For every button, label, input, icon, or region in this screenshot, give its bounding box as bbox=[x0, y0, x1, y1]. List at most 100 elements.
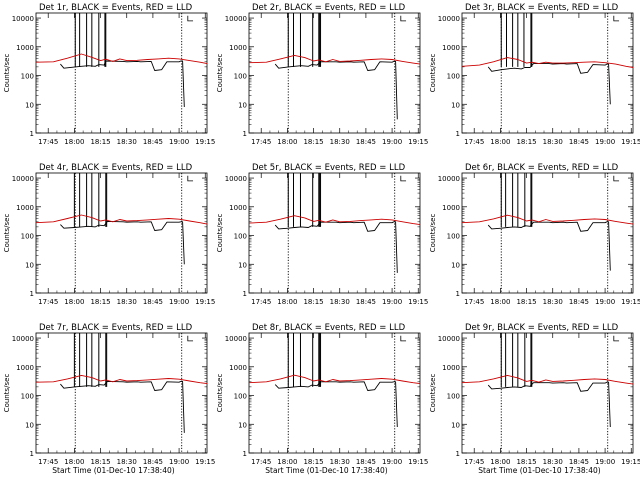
y-tick-label: 1000 bbox=[442, 44, 460, 52]
y-tick-label: 100 bbox=[234, 233, 247, 241]
events-series-line bbox=[487, 381, 611, 428]
x-tick-label: 19:15 bbox=[408, 298, 428, 306]
y-tick-label: 10000 bbox=[12, 335, 34, 343]
y-tick-label: 100 bbox=[447, 233, 460, 241]
y-tick-label: 1 bbox=[30, 130, 34, 138]
y-tick-label: 10000 bbox=[12, 175, 34, 183]
x-axis-label: Start Time (01-Dec-10 17:38:40) bbox=[265, 466, 387, 475]
lld-series-line bbox=[35, 214, 208, 225]
x-tick-label: 18:15 bbox=[90, 458, 110, 466]
y-tick-label: 10000 bbox=[12, 15, 34, 23]
y-tick-label: 1 bbox=[243, 130, 247, 138]
y-tick-label: 1000 bbox=[229, 44, 247, 52]
y-tick-label: 1 bbox=[30, 450, 34, 458]
x-tick-label: 19:00 bbox=[595, 458, 615, 466]
x-tick-label: 18:00 bbox=[490, 298, 510, 306]
y-tick-label: 1000 bbox=[229, 204, 247, 212]
y-axis-label: Counts/sec bbox=[216, 374, 224, 413]
events-series-line bbox=[274, 221, 398, 273]
panel-det-2: Det 2r, BLACK = Events, RED = LLD 1 10 100 1… bbox=[216, 3, 428, 146]
y-axis-label: Counts/sec bbox=[3, 54, 11, 93]
y-tick-label: 10 bbox=[25, 101, 34, 109]
x-tick-label: 19:15 bbox=[195, 138, 215, 146]
x-tick-label: 19:15 bbox=[408, 138, 428, 146]
panel-det-4: Det 4r, BLACK = Events, RED = LLD 1 10 100 1… bbox=[3, 163, 215, 306]
x-tick-label: 19:15 bbox=[195, 458, 215, 466]
x-tick-label: 18:00 bbox=[277, 298, 297, 306]
top-step-mark bbox=[400, 335, 407, 342]
x-tick-label: 17:45 bbox=[38, 138, 58, 146]
panel-title: Det 4r, BLACK = Events, RED = LLD bbox=[39, 163, 193, 173]
y-tick-label: 10 bbox=[238, 261, 247, 269]
y-tick-label: 1 bbox=[456, 290, 460, 298]
plot-frame bbox=[248, 332, 421, 454]
x-tick-label: 17:45 bbox=[464, 298, 484, 306]
x-tick-label: 17:45 bbox=[38, 458, 58, 466]
plot-frame bbox=[35, 12, 208, 134]
y-tick-label: 1 bbox=[243, 290, 247, 298]
top-step-mark bbox=[400, 175, 407, 182]
lld-series-line bbox=[35, 53, 208, 65]
x-tick-label: 19:00 bbox=[169, 298, 189, 306]
x-tick-label: 18:30 bbox=[543, 458, 563, 466]
x-tick-label: 17:45 bbox=[251, 138, 271, 146]
x-tick-label: 18:15 bbox=[90, 138, 110, 146]
panel-title: Det 2r, BLACK = Events, RED = LLD bbox=[252, 3, 406, 13]
x-tick-label: 18:45 bbox=[356, 298, 376, 306]
panel-det-9: Det 9r, BLACK = Events, RED = LLD 1 10 100 1… bbox=[429, 323, 640, 475]
x-tick-label: 19:00 bbox=[382, 458, 402, 466]
plot-frame bbox=[461, 332, 634, 454]
top-step-mark bbox=[613, 335, 620, 342]
y-tick-label: 10000 bbox=[225, 335, 247, 343]
panel-title: Det 6r, BLACK = Events, RED = LLD bbox=[465, 163, 619, 173]
x-axis-label: Start Time (01-Dec-10 17:38:40) bbox=[52, 466, 174, 475]
events-series-line bbox=[487, 221, 611, 271]
panel-det-6: Det 6r, BLACK = Events, RED = LLD 1 10 100 1… bbox=[429, 163, 640, 306]
lld-series-line bbox=[248, 374, 421, 385]
x-tick-label: 19:00 bbox=[169, 458, 189, 466]
plot-frame bbox=[35, 172, 208, 294]
y-axis-label: Counts/sec bbox=[429, 54, 437, 93]
x-tick-label: 19:00 bbox=[595, 298, 615, 306]
y-axis-label: Counts/sec bbox=[216, 54, 224, 93]
y-tick-label: 1 bbox=[456, 450, 460, 458]
x-tick-label: 18:45 bbox=[569, 138, 589, 146]
x-tick-label: 18:15 bbox=[516, 458, 536, 466]
y-tick-label: 10000 bbox=[438, 335, 460, 343]
x-tick-label: 18:30 bbox=[117, 138, 137, 146]
plot-frame bbox=[461, 172, 634, 294]
y-tick-label: 1000 bbox=[16, 204, 34, 212]
x-tick-label: 18:00 bbox=[277, 138, 297, 146]
y-tick-label: 10 bbox=[25, 421, 34, 429]
y-tick-label: 100 bbox=[21, 73, 34, 81]
y-axis-label: Counts/sec bbox=[3, 214, 11, 253]
lld-series-line bbox=[248, 54, 421, 65]
x-tick-label: 19:15 bbox=[408, 458, 428, 466]
y-tick-label: 1 bbox=[456, 130, 460, 138]
panel-title: Det 1r, BLACK = Events, RED = LLD bbox=[39, 3, 193, 13]
plot-frame bbox=[35, 332, 208, 454]
y-tick-label: 100 bbox=[234, 73, 247, 81]
x-tick-label: 18:15 bbox=[516, 298, 536, 306]
lld-series-line bbox=[35, 374, 208, 385]
x-tick-label: 18:00 bbox=[490, 138, 510, 146]
panel-title: Det 7r, BLACK = Events, RED = LLD bbox=[39, 323, 193, 333]
panel-det-1: Det 1r, BLACK = Events, RED = LLD 1 10 100 1… bbox=[3, 3, 215, 146]
x-tick-label: 18:15 bbox=[516, 138, 536, 146]
lld-series-line bbox=[248, 215, 421, 226]
panel-det-8: Det 8r, BLACK = Events, RED = LLD 1 10 100 1… bbox=[216, 323, 428, 475]
y-tick-label: 100 bbox=[21, 233, 34, 241]
events-series-line bbox=[274, 381, 398, 428]
plot-frame bbox=[248, 172, 421, 294]
y-axis-label: Counts/sec bbox=[429, 214, 437, 253]
x-tick-label: 18:45 bbox=[143, 458, 163, 466]
y-tick-label: 1 bbox=[243, 450, 247, 458]
x-tick-label: 18:00 bbox=[490, 458, 510, 466]
y-tick-label: 100 bbox=[447, 393, 460, 401]
y-axis-label: Counts/sec bbox=[216, 214, 224, 253]
y-tick-label: 10 bbox=[451, 101, 460, 109]
x-tick-label: 17:45 bbox=[38, 298, 58, 306]
panel-title: Det 5r, BLACK = Events, RED = LLD bbox=[252, 163, 406, 173]
x-tick-label: 18:30 bbox=[330, 138, 350, 146]
y-tick-label: 1000 bbox=[229, 364, 247, 372]
